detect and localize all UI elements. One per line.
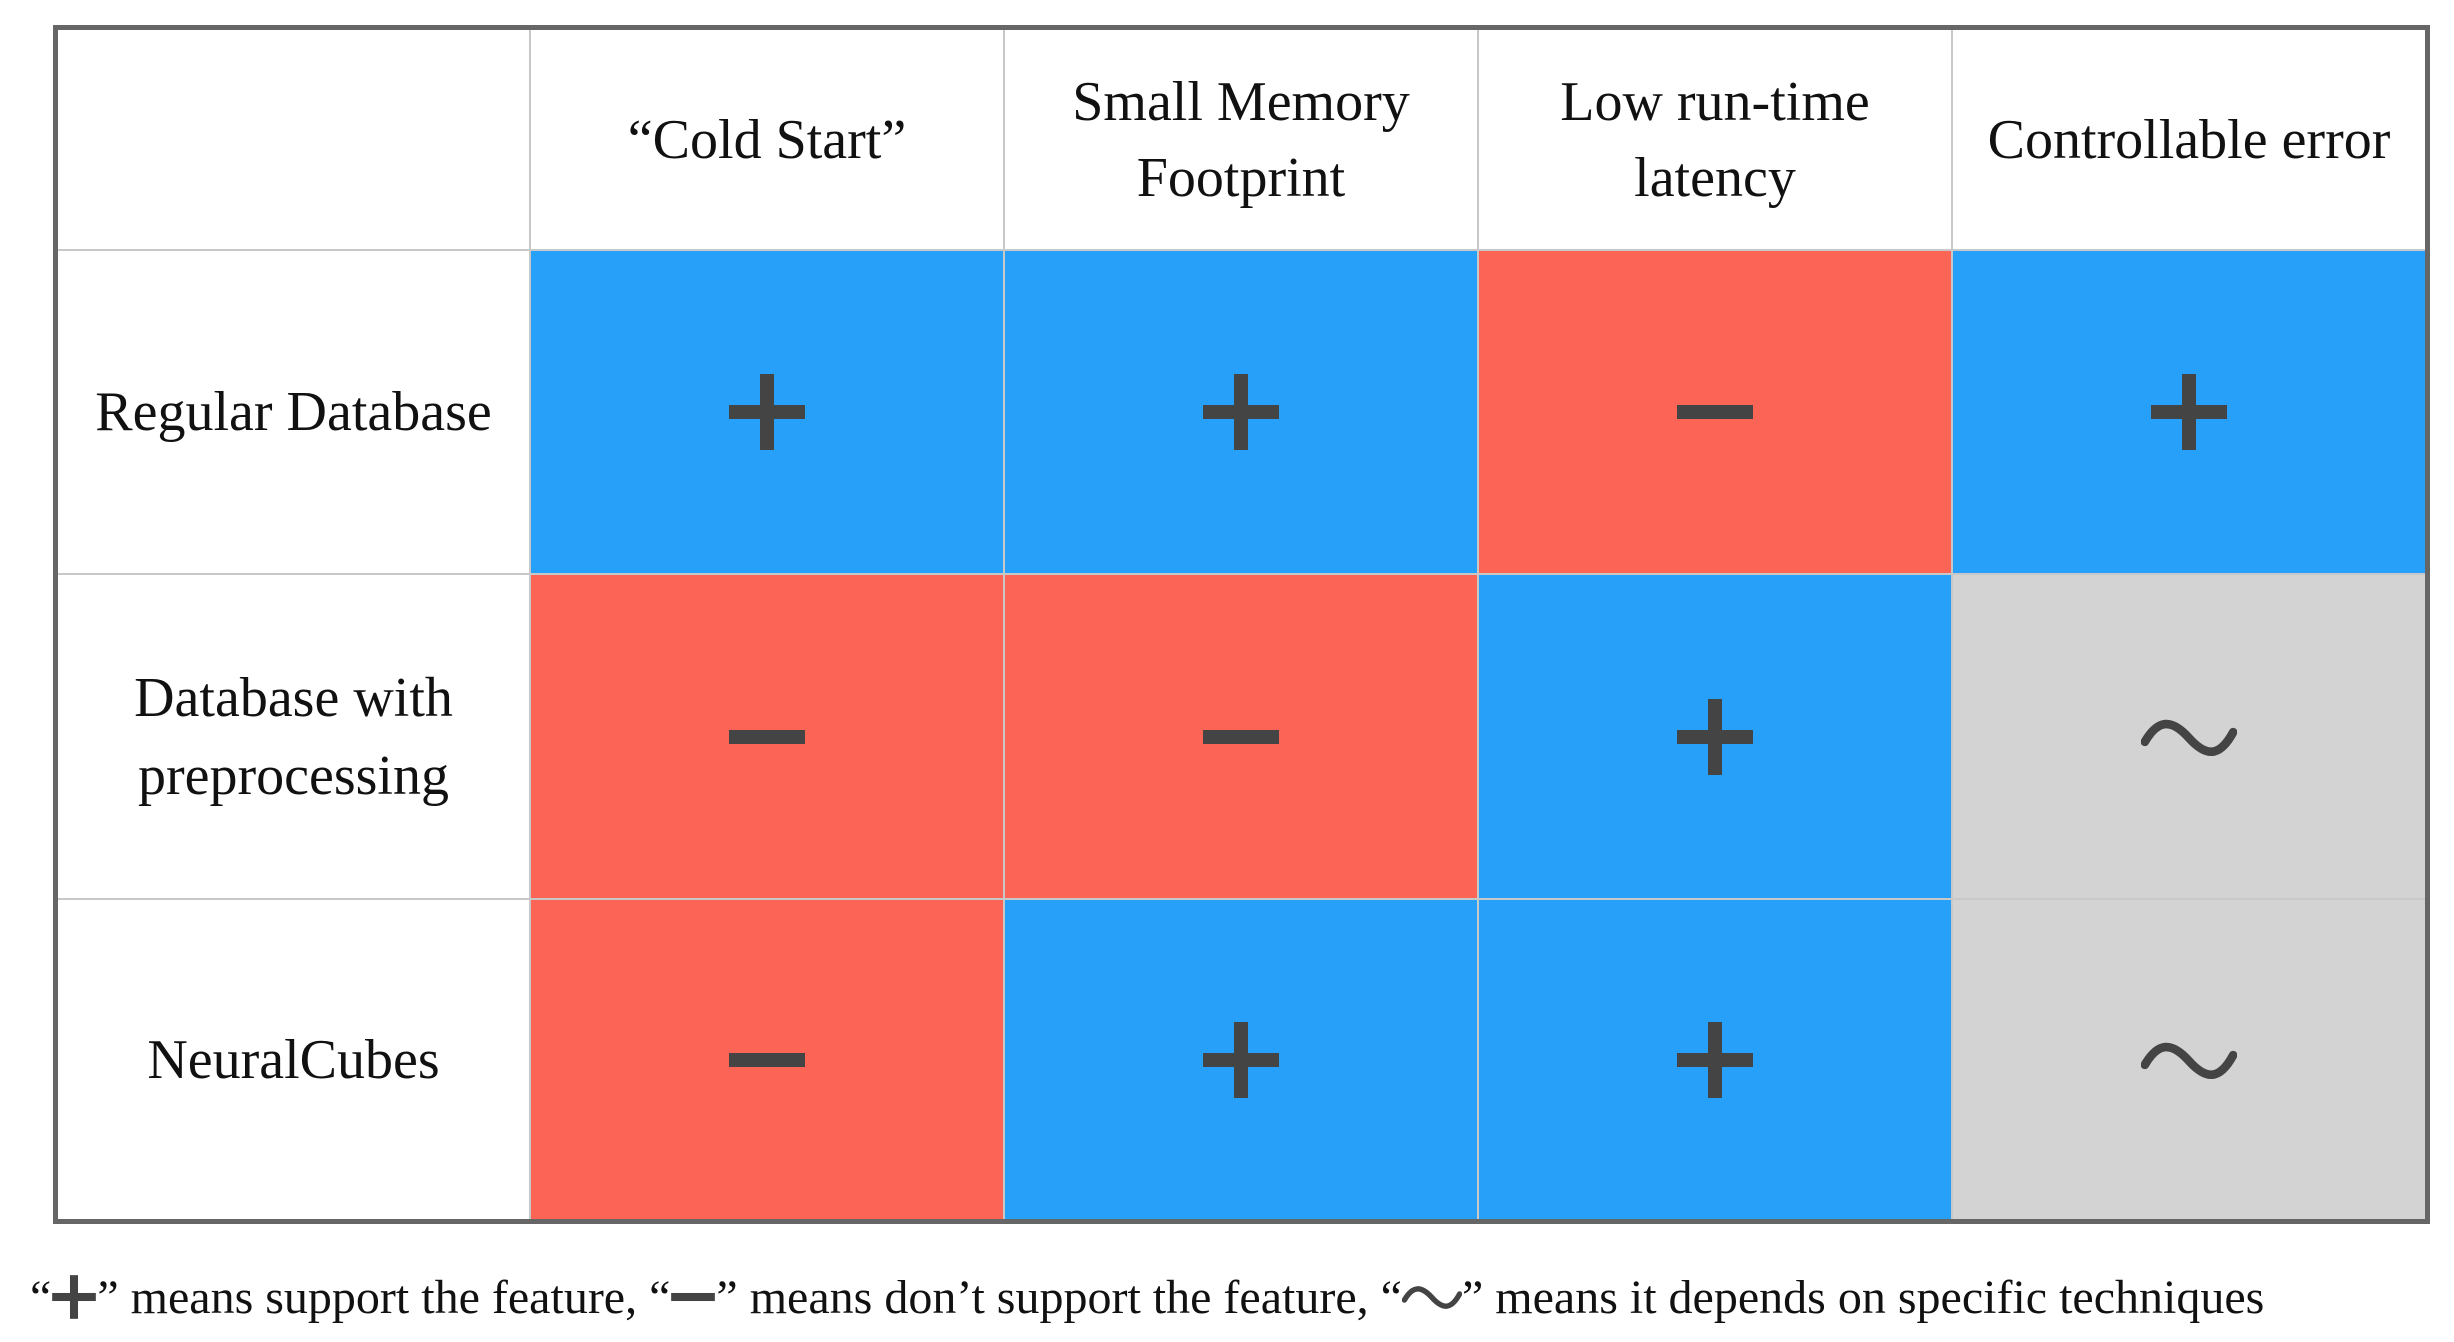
matrix-cell xyxy=(1005,575,1479,900)
matrix-cell xyxy=(1005,900,1479,1219)
legend: “ ” means support the feature, “ ” means… xyxy=(30,1262,2264,1332)
row-header-label: Database with preprocessing xyxy=(134,666,453,807)
row-header-label: Regular Database xyxy=(95,381,492,443)
matrix-cell xyxy=(1479,251,1953,575)
tilde-icon xyxy=(1401,1282,1462,1312)
minus-icon xyxy=(727,697,807,777)
corner-cell xyxy=(58,30,531,251)
plus-icon xyxy=(2149,372,2229,452)
column-header-label: Low run-time latency xyxy=(1560,70,1870,209)
minus-icon xyxy=(1201,697,1281,777)
minus-icon xyxy=(670,1274,716,1320)
column-header-latency: Low run-time latency xyxy=(1479,30,1953,251)
plus-icon xyxy=(1675,697,1755,777)
column-header-label: Small Memory Footprint xyxy=(1072,70,1410,209)
legend-plus-text: ” means support the feature, “ xyxy=(97,1270,671,1324)
row-header-label: NeuralCubes xyxy=(147,1028,440,1091)
row-header-regular-database: Regular Database xyxy=(58,251,531,575)
plus-icon xyxy=(51,1274,97,1320)
matrix-cell xyxy=(531,575,1005,900)
legend-minus-text: ” means don’t support the feature, “ xyxy=(716,1270,1402,1324)
matrix-cell xyxy=(1953,251,2425,575)
column-header-label: “Cold Start” xyxy=(627,108,907,171)
minus-icon xyxy=(727,1020,807,1100)
row-header-database-with-preprocessing: Database with preprocessing xyxy=(58,575,531,900)
matrix-cell xyxy=(531,251,1005,575)
tilde-icon xyxy=(2141,713,2237,761)
minus-icon xyxy=(1675,372,1755,452)
legend-tilde-text: ” means it depends on specific technique… xyxy=(1461,1270,2265,1324)
matrix-cell xyxy=(531,900,1005,1219)
row-header-neuralcubes: NeuralCubes xyxy=(58,900,531,1219)
legend-open-quote: “ xyxy=(30,1270,52,1324)
column-header-controllable-error: Controllable error xyxy=(1953,30,2425,251)
feature-comparison-table: “Cold Start” Small Memory Footprint Low … xyxy=(53,25,2430,1224)
column-header-label: Controllable error xyxy=(1987,108,2391,171)
plus-icon xyxy=(1675,1020,1755,1100)
matrix-cell xyxy=(1953,575,2425,900)
matrix-cell xyxy=(1005,251,1479,575)
column-header-cold-start: “Cold Start” xyxy=(531,30,1005,251)
column-header-memory-footprint: Small Memory Footprint xyxy=(1005,30,1479,251)
matrix-cell xyxy=(1479,575,1953,900)
matrix-cell xyxy=(1953,900,2425,1219)
matrix-cell xyxy=(1479,900,1953,1219)
plus-icon xyxy=(1201,372,1281,452)
tilde-icon xyxy=(2141,1036,2237,1084)
plus-icon xyxy=(727,372,807,452)
plus-icon xyxy=(1201,1020,1281,1100)
